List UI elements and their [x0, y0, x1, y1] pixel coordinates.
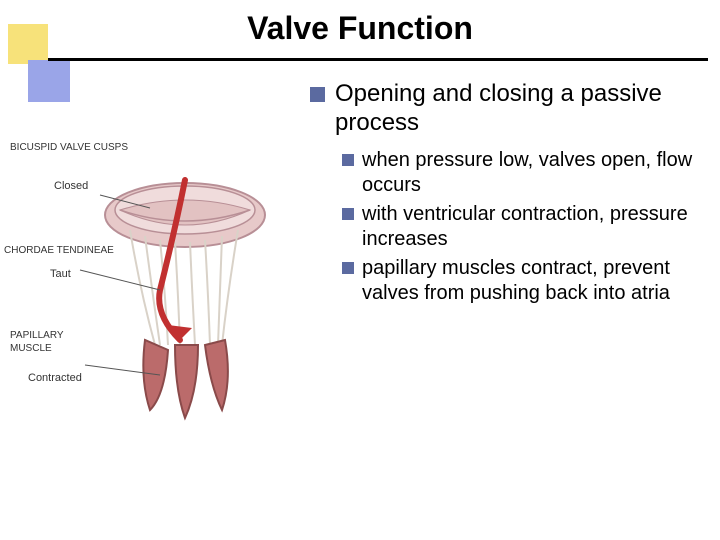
bullet-sub-square [342, 262, 354, 274]
bullet-sub: when pressure low, valves open, flow occ… [342, 148, 710, 198]
label-papillary-state: Contracted [28, 372, 82, 384]
bullet-sub: with ventricular contraction, pressure i… [342, 202, 710, 252]
label-chordae-state: Taut [50, 268, 71, 280]
page-title: Valve Function [0, 10, 720, 47]
bullet-sub-text: with ventricular contraction, pressure i… [362, 202, 710, 252]
bullet-sub-square [342, 208, 354, 220]
label-papillary-title2: MUSCLE [10, 343, 52, 354]
valve-diagram: BICUSPID VALVE CUSPS Closed CHORDAE TEND… [10, 140, 310, 440]
sub-bullet-list: when pressure low, valves open, flow occ… [342, 148, 710, 306]
bullet-sub-square [342, 154, 354, 166]
page-title-text: Valve Function [247, 10, 473, 46]
bullet-main: Opening and closing a passive process [310, 80, 710, 138]
bullet-sub-text: when pressure low, valves open, flow occ… [362, 148, 710, 198]
bullet-main-square [310, 87, 325, 102]
decor-blue-square [28, 60, 70, 102]
label-cusps-title: BICUSPID VALVE CUSPS [10, 142, 128, 153]
bullet-sub-text: papillary muscles contract, prevent valv… [362, 256, 710, 306]
bullet-main-text: Opening and closing a passive process [335, 80, 710, 138]
label-papillary-title: PAPILLARY [10, 330, 64, 341]
label-chordae-title: CHORDAE TENDINEAE [4, 245, 114, 256]
title-underline [48, 58, 708, 61]
label-cusps-state: Closed [54, 180, 88, 192]
bullet-sub: papillary muscles contract, prevent valv… [342, 256, 710, 306]
content-block: Opening and closing a passive process wh… [310, 80, 710, 310]
